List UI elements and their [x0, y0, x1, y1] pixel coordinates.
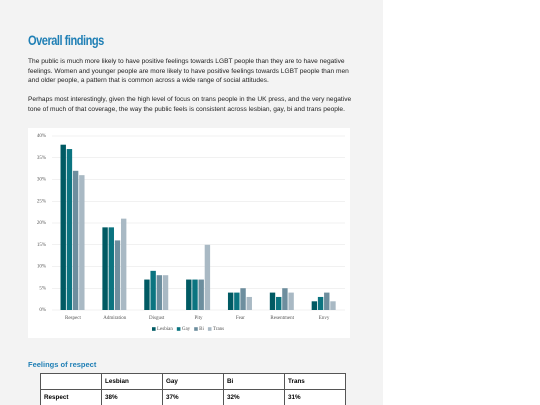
heading: Overall findings	[28, 33, 104, 48]
bar	[282, 288, 288, 310]
bar	[240, 288, 246, 310]
y-tick-label: 20%	[37, 221, 46, 226]
y-tick-label: 40%	[37, 134, 46, 139]
paragraph: The public is much more likely to have p…	[28, 58, 349, 85]
bar	[156, 275, 163, 310]
chart: 0% 5% 10% 15% 20% 25% 30% 35% 40% Respect Admirati…	[37, 134, 345, 332]
y-tick-label: 15%	[37, 243, 46, 248]
bar	[102, 227, 108, 310]
x-tick-label: Admiration	[103, 316, 127, 321]
table-header-cell: Gay	[162, 373, 224, 390]
bar	[192, 279, 198, 310]
x-tick-label: Envy	[319, 316, 330, 321]
table-row-header: Respect	[40, 389, 102, 405]
y-tick-label: 35%	[37, 156, 46, 161]
table-cell	[40, 373, 102, 390]
table: Lesbian Gay Bi Trans Respect 38% 37% 32%…	[40, 373, 346, 405]
legend-swatch	[152, 327, 156, 331]
bar	[227, 292, 234, 310]
legend-swatch	[207, 327, 212, 331]
bar	[186, 279, 192, 310]
paragraph: Perhaps most interestingly, given the hi…	[28, 96, 352, 113]
bar	[108, 227, 114, 310]
bar	[162, 275, 169, 310]
bar	[79, 175, 85, 310]
bar	[317, 296, 324, 310]
bar	[150, 270, 156, 310]
bar	[60, 144, 66, 310]
table-cell: 38%	[101, 389, 163, 405]
document-page: Overall findings The public is much more…	[0, 0, 383, 405]
bar	[234, 292, 240, 310]
y-tick-label: 5%	[39, 286, 46, 291]
bar	[269, 292, 276, 310]
legend-swatch	[176, 327, 181, 331]
bar	[246, 296, 252, 310]
x-tick-label: Pity	[194, 316, 203, 321]
bar	[324, 292, 330, 310]
legend-label: Trans	[213, 327, 224, 332]
table-header-cell: Trans	[284, 373, 346, 390]
bar	[288, 292, 294, 310]
table-cell: 31%	[284, 389, 346, 405]
table-header-row: Lesbian Gay Bi Trans	[40, 373, 346, 390]
bar	[311, 301, 318, 310]
legend-label: Lesbian	[157, 327, 173, 332]
y-tick-label: 10%	[37, 265, 46, 270]
legend-swatch	[194, 327, 198, 331]
chart-container: 0% 5% 10% 15% 20% 25% 30% 35% 40% Respect Admirati…	[28, 128, 350, 338]
bar	[114, 240, 121, 310]
legend-label: Bi	[199, 327, 204, 332]
bar	[72, 170, 79, 310]
bar	[276, 296, 282, 310]
bar	[66, 149, 73, 310]
y-tick-label: 0%	[39, 308, 46, 313]
y-tick-label: 25%	[37, 199, 46, 204]
table-cell: 37%	[162, 389, 224, 405]
x-tick-label: Resentment	[270, 316, 294, 321]
table-header-cell: Lesbian	[101, 373, 163, 390]
table-row: Respect 38% 37% 32% 31%	[40, 389, 346, 405]
bar	[330, 301, 336, 310]
bar	[120, 218, 127, 310]
bar	[204, 244, 211, 310]
bar	[144, 279, 150, 310]
bar	[198, 279, 204, 310]
table-header-cell: Bi	[223, 373, 285, 390]
y-tick-label: 30%	[37, 178, 46, 183]
table-cell: 32%	[223, 389, 285, 405]
table-title: Feelings of respect	[28, 360, 97, 369]
x-tick-label: Disgust	[149, 316, 165, 321]
x-tick-label: Respect	[65, 316, 81, 321]
x-tick-label: Fear	[236, 316, 245, 321]
legend-label: Gay	[182, 327, 191, 332]
